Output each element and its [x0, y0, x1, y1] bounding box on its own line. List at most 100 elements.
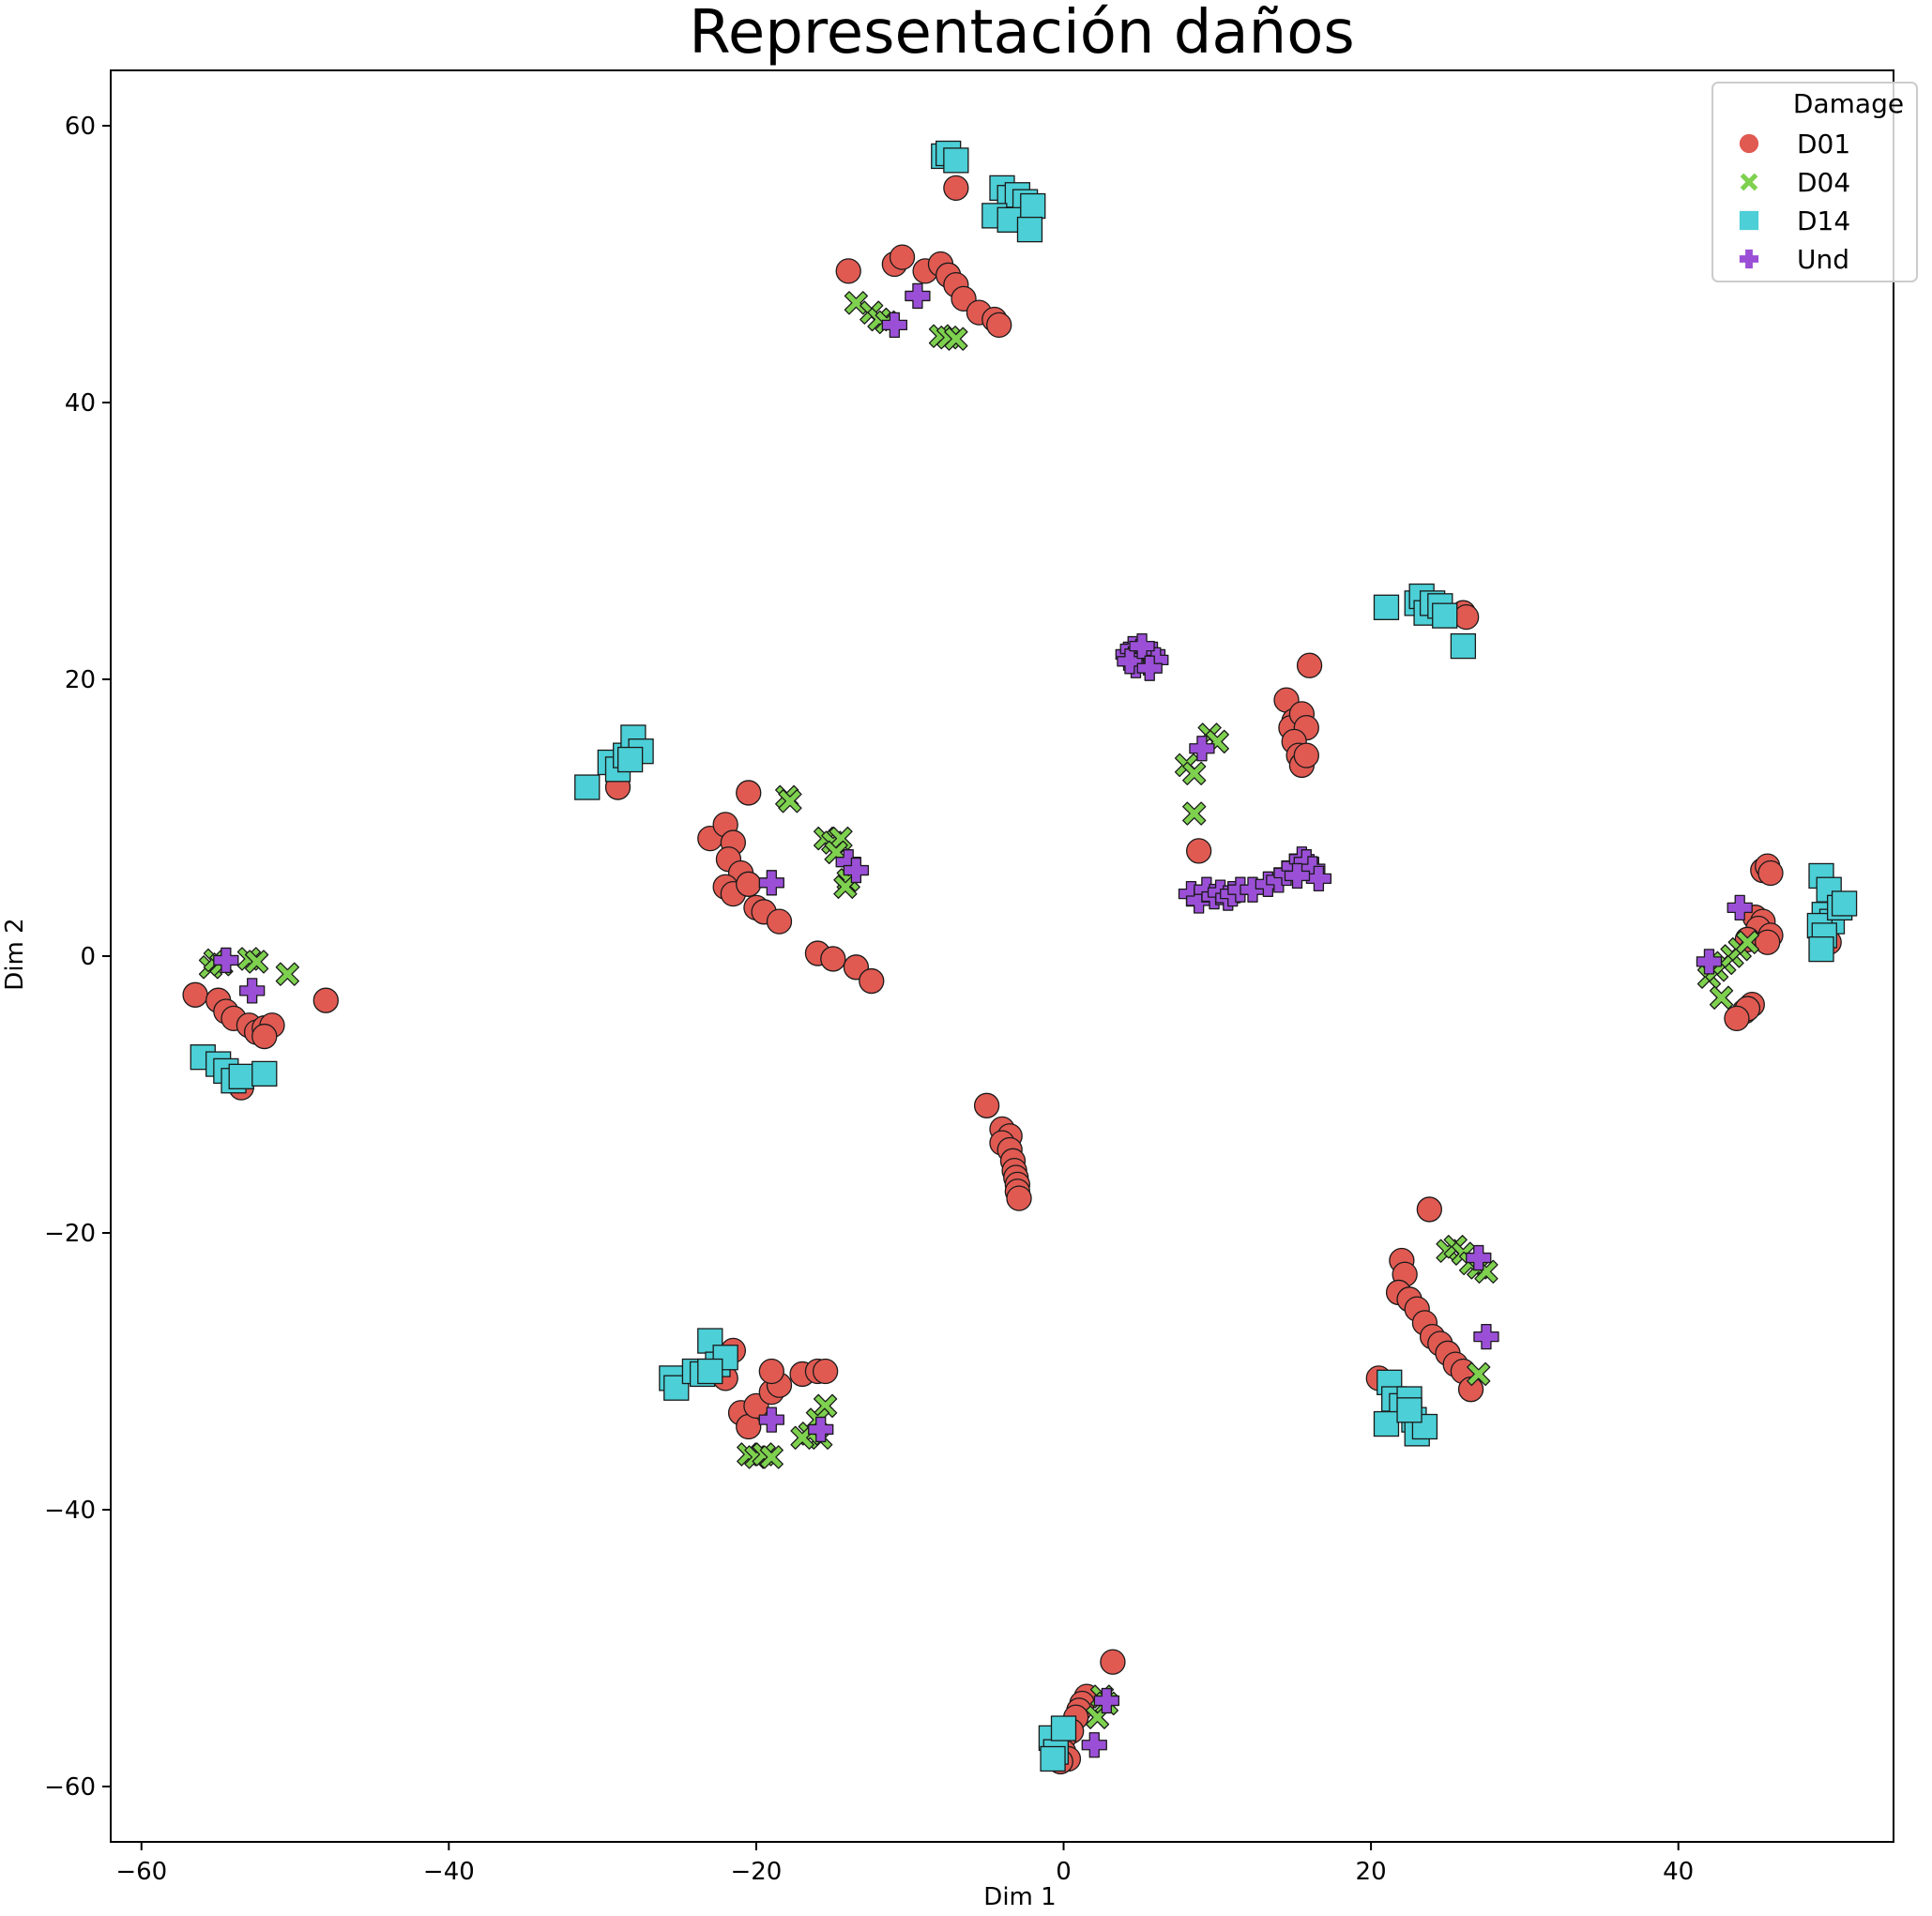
y-tick-label: 20	[65, 666, 96, 694]
data-point-d14	[943, 147, 969, 174]
data-point-d14	[1432, 602, 1458, 629]
data-marks	[182, 140, 1858, 1775]
legend-items: D01 D04 D14 Und	[1739, 129, 1850, 275]
data-point-und	[758, 1407, 784, 1433]
data-point-und	[1284, 862, 1311, 890]
legend-label-d04: D04	[1797, 167, 1850, 198]
data-point-und	[1081, 1732, 1107, 1758]
legend-marker-d01	[1739, 133, 1759, 154]
data-point-und	[881, 312, 907, 339]
data-point-d04	[1182, 761, 1207, 785]
legend-label-und: Und	[1797, 244, 1849, 275]
data-point-d01	[986, 312, 1012, 339]
x-tick-label: 0	[1056, 1858, 1072, 1886]
data-point-d01	[812, 1358, 839, 1385]
data-point-d04	[1735, 930, 1760, 954]
series-d14	[190, 140, 1858, 1772]
data-point-und	[1473, 1323, 1499, 1350]
data-point-d04	[244, 950, 269, 974]
data-point-und	[1189, 736, 1215, 762]
x-tick-label: −40	[423, 1858, 475, 1886]
data-point-und	[843, 857, 870, 884]
x-tick-label: −20	[730, 1858, 782, 1886]
data-point-d14	[1040, 1745, 1066, 1772]
legend-item-und: Und	[1739, 244, 1849, 275]
data-point-und	[213, 947, 239, 974]
series-und	[213, 282, 1753, 1758]
data-point-d01	[251, 1023, 278, 1050]
data-point-und	[905, 282, 931, 310]
data-point-d04	[944, 327, 968, 351]
data-point-d14	[1831, 890, 1858, 917]
data-point-d14	[574, 774, 601, 800]
data-point-d14	[616, 746, 644, 773]
legend-marker-und	[1739, 249, 1759, 269]
data-point-d14	[697, 1358, 723, 1385]
data-point-d14	[251, 1060, 278, 1087]
data-point-d01	[182, 981, 208, 1008]
data-point-d01	[973, 1092, 1000, 1118]
data-point-d04	[1709, 985, 1734, 1010]
data-point-und	[758, 870, 784, 896]
chart-title: Representación daños	[689, 0, 1354, 68]
y-tick-label: −40	[44, 1497, 96, 1525]
data-point-d04	[759, 1445, 783, 1469]
data-point-d04	[1182, 801, 1207, 826]
data-point-d01	[312, 987, 339, 1013]
data-point-d01	[1724, 1005, 1750, 1032]
data-point-und	[1136, 655, 1163, 681]
data-point-d01	[1416, 1196, 1442, 1223]
y-axis-ticks: −60 −40 −20 0 20 40 60	[44, 113, 111, 1802]
legend-title: Damage	[1793, 88, 1904, 119]
data-point-d04	[790, 1425, 814, 1450]
data-point-d01	[859, 967, 885, 995]
x-axis-ticks: −60 −40 −20 0 20 40	[115, 1842, 1694, 1886]
legend-box	[1711, 82, 1918, 282]
y-axis-label: Dim 2	[1, 918, 29, 990]
data-point-d14	[1020, 192, 1046, 220]
y-tick-label: −20	[44, 1220, 96, 1248]
data-point-d14	[1373, 594, 1400, 620]
x-tick-label: 40	[1663, 1858, 1694, 1886]
data-point-und	[1727, 894, 1753, 921]
data-point-und	[1466, 1244, 1492, 1271]
data-point-d01	[736, 871, 762, 897]
data-point-d14	[1808, 935, 1834, 963]
data-point-d01	[1293, 742, 1319, 768]
data-point-d14	[1450, 632, 1477, 660]
data-point-d01	[835, 258, 861, 284]
legend-marker-d14	[1739, 210, 1759, 231]
legend: Damage D01 D04 D14 Und	[1711, 82, 1918, 282]
data-point-und	[239, 978, 266, 1004]
x-tick-label: −60	[115, 1858, 167, 1886]
x-axis-label: Dim 1	[983, 1883, 1056, 1911]
y-tick-label: 60	[65, 113, 96, 141]
data-point-und	[1696, 949, 1723, 975]
y-tick-label: 40	[65, 389, 96, 418]
data-point-d01	[766, 908, 793, 935]
data-point-d14	[1396, 1397, 1422, 1423]
data-point-d01	[820, 946, 846, 972]
data-point-d01	[1453, 603, 1480, 631]
legend-item-d04: D04	[1740, 167, 1850, 198]
data-point-d01	[889, 244, 916, 270]
data-point-d01	[1006, 1185, 1032, 1211]
data-point-d01	[943, 175, 969, 202]
data-point-d01	[1100, 1649, 1126, 1675]
legend-marker-d04	[1740, 173, 1758, 191]
data-point-d04	[1467, 1361, 1491, 1387]
x-tick-label: 20	[1356, 1858, 1387, 1886]
data-point-d14	[1050, 1715, 1077, 1741]
data-point-d01	[736, 780, 762, 806]
legend-item-d14: D14	[1739, 205, 1850, 236]
data-point-d04	[778, 789, 802, 814]
data-point-d01	[1186, 838, 1212, 864]
y-tick-label: 0	[80, 943, 96, 971]
data-point-d01	[1296, 652, 1323, 678]
data-point-d01	[1757, 859, 1784, 887]
data-point-und	[1093, 1687, 1120, 1714]
data-point-d01	[1755, 929, 1781, 955]
data-point-und	[1117, 648, 1143, 675]
